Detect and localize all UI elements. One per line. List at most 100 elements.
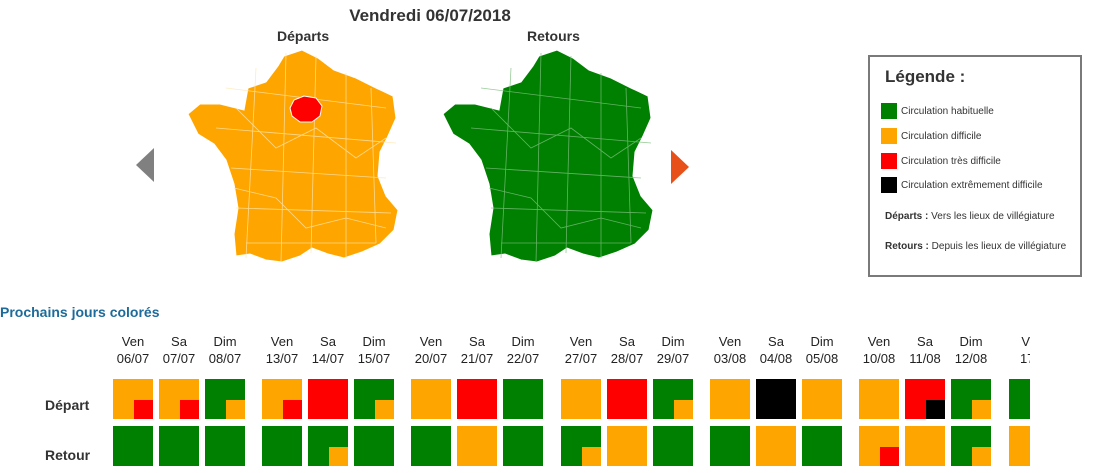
- depart-day-cell: [607, 379, 647, 419]
- depart-day-cell: [756, 379, 796, 419]
- day-of-week: Ven: [270, 334, 294, 349]
- legend-note-retours-term: Retours :: [885, 241, 929, 252]
- depart-day-cell: [859, 379, 899, 419]
- legend-note-departs-term: Départs :: [885, 211, 929, 222]
- departs-grid: [215, 52, 397, 263]
- day-header: Dim 12/08: [946, 333, 996, 367]
- depart-day-cell: [1009, 379, 1030, 419]
- day-date: 12/08: [954, 351, 988, 366]
- day-header: Sa 28/07: [602, 333, 652, 367]
- day-of-week: Sa: [917, 334, 933, 349]
- day-header: Dim 29/07: [648, 333, 698, 367]
- day-header: Ven 03/08: [705, 333, 755, 367]
- day-header: Ven 13/07: [257, 333, 307, 367]
- next-day-arrow-icon[interactable]: [671, 150, 689, 184]
- day-date: 05/08: [805, 351, 839, 366]
- depart-day-cell: [503, 379, 543, 419]
- legend-swatch-black: [881, 177, 897, 193]
- depart-day-cell: [262, 379, 302, 419]
- day-header: Ven 06/07: [108, 333, 158, 367]
- day-header: Sa 21/07: [452, 333, 502, 367]
- day-header: Sa 11/08: [900, 333, 950, 367]
- retour-day-cell-sub: [880, 447, 899, 466]
- legend-note-retours-text: Depuis les lieux de villégiature: [928, 241, 1067, 252]
- day-date: 04/08: [759, 351, 793, 366]
- depart-day-cell: [561, 379, 601, 419]
- retour-day-cell: [1009, 426, 1030, 466]
- depart-day-cell-sub: [134, 400, 153, 419]
- retour-day-cell: [710, 426, 750, 466]
- day-of-week: Sa: [171, 334, 187, 349]
- retour-day-cell: [905, 426, 945, 466]
- day-date: 27/07: [564, 351, 598, 366]
- depart-day-cell: [411, 379, 451, 419]
- retour-day-cell: [308, 426, 348, 466]
- retours-grid: [470, 52, 652, 263]
- day-of-week: Dim: [362, 334, 386, 349]
- retour-day-cell: [113, 426, 153, 466]
- day-of-week: Dim: [213, 334, 237, 349]
- day-date: 13/07: [265, 351, 299, 366]
- day-of-week: Ve: [1021, 334, 1030, 349]
- day-of-week: Dim: [511, 334, 535, 349]
- depart-day-cell-sub: [180, 400, 199, 419]
- legend-swatch-green: [881, 103, 897, 119]
- retour-day-cell: [159, 426, 199, 466]
- day-header: Ven 10/08: [854, 333, 904, 367]
- legend-label: Circulation habituelle: [901, 106, 994, 117]
- retour-row-label: Retour: [45, 447, 91, 463]
- day-of-week: Dim: [661, 334, 685, 349]
- day-date: 10/08: [862, 351, 896, 366]
- day-date: 20/07: [414, 351, 448, 366]
- depart-day-cell-sub: [375, 400, 394, 419]
- retour-day-cell-sub: [582, 447, 601, 466]
- depart-day-cell-sub: [226, 400, 245, 419]
- depart-day-cell: [205, 379, 245, 419]
- legend-label: Circulation extrêmement difficile: [901, 180, 1043, 191]
- day-date: 07/07: [162, 351, 196, 366]
- depart-day-cell: [710, 379, 750, 419]
- day-of-week: Sa: [768, 334, 784, 349]
- legend-note-retours: Retours : Depuis les lieux de villégiatu…: [885, 240, 1070, 253]
- retours-map-label: Retours: [527, 28, 580, 44]
- day-header: Sa 14/07: [303, 333, 353, 367]
- retour-day-cell: [859, 426, 899, 466]
- depart-day-cell: [802, 379, 842, 419]
- day-date: 14/07: [311, 351, 345, 366]
- ile-de-france-region: [289, 95, 323, 123]
- day-of-week: Sa: [619, 334, 635, 349]
- retours-map[interactable]: [441, 48, 656, 266]
- depart-day-cell-sub: [972, 400, 991, 419]
- day-header: Ve 17/: [1004, 333, 1030, 367]
- depart-day-cell: [354, 379, 394, 419]
- day-header: Sa 07/07: [154, 333, 204, 367]
- previous-day-arrow-icon[interactable]: [136, 148, 154, 182]
- retour-day-cell: [802, 426, 842, 466]
- legend-label: Circulation très difficile: [901, 156, 1001, 167]
- day-date: 15/07: [357, 351, 391, 366]
- legend-note-departs-text: Vers les lieux de villégiature: [928, 211, 1055, 222]
- day-of-week: Ven: [718, 334, 742, 349]
- retour-day-cell: [951, 426, 991, 466]
- day-header: Dim 08/07: [200, 333, 250, 367]
- retour-day-cell: [607, 426, 647, 466]
- day-date: 03/08: [713, 351, 747, 366]
- retour-day-cell-sub: [329, 447, 348, 466]
- day-of-week: Ven: [867, 334, 891, 349]
- page-title: Vendredi 06/07/2018: [349, 6, 511, 25]
- depart-day-cell-sub: [283, 400, 302, 419]
- retour-day-cell: [205, 426, 245, 466]
- legend-swatch-red: [881, 153, 897, 169]
- departs-map[interactable]: [186, 48, 401, 266]
- day-date: 08/07: [208, 351, 242, 366]
- depart-day-cell-sub: [926, 400, 945, 419]
- day-of-week: Ven: [419, 334, 443, 349]
- departs-map-label: Départs: [277, 28, 330, 44]
- depart-day-cell: [308, 379, 348, 419]
- retour-day-cell: [653, 426, 693, 466]
- retour-day-cell-sub: [972, 447, 991, 466]
- depart-day-cell: [951, 379, 991, 419]
- day-header: Dim 05/08: [797, 333, 847, 367]
- day-of-week: Dim: [959, 334, 983, 349]
- retour-day-cell: [561, 426, 601, 466]
